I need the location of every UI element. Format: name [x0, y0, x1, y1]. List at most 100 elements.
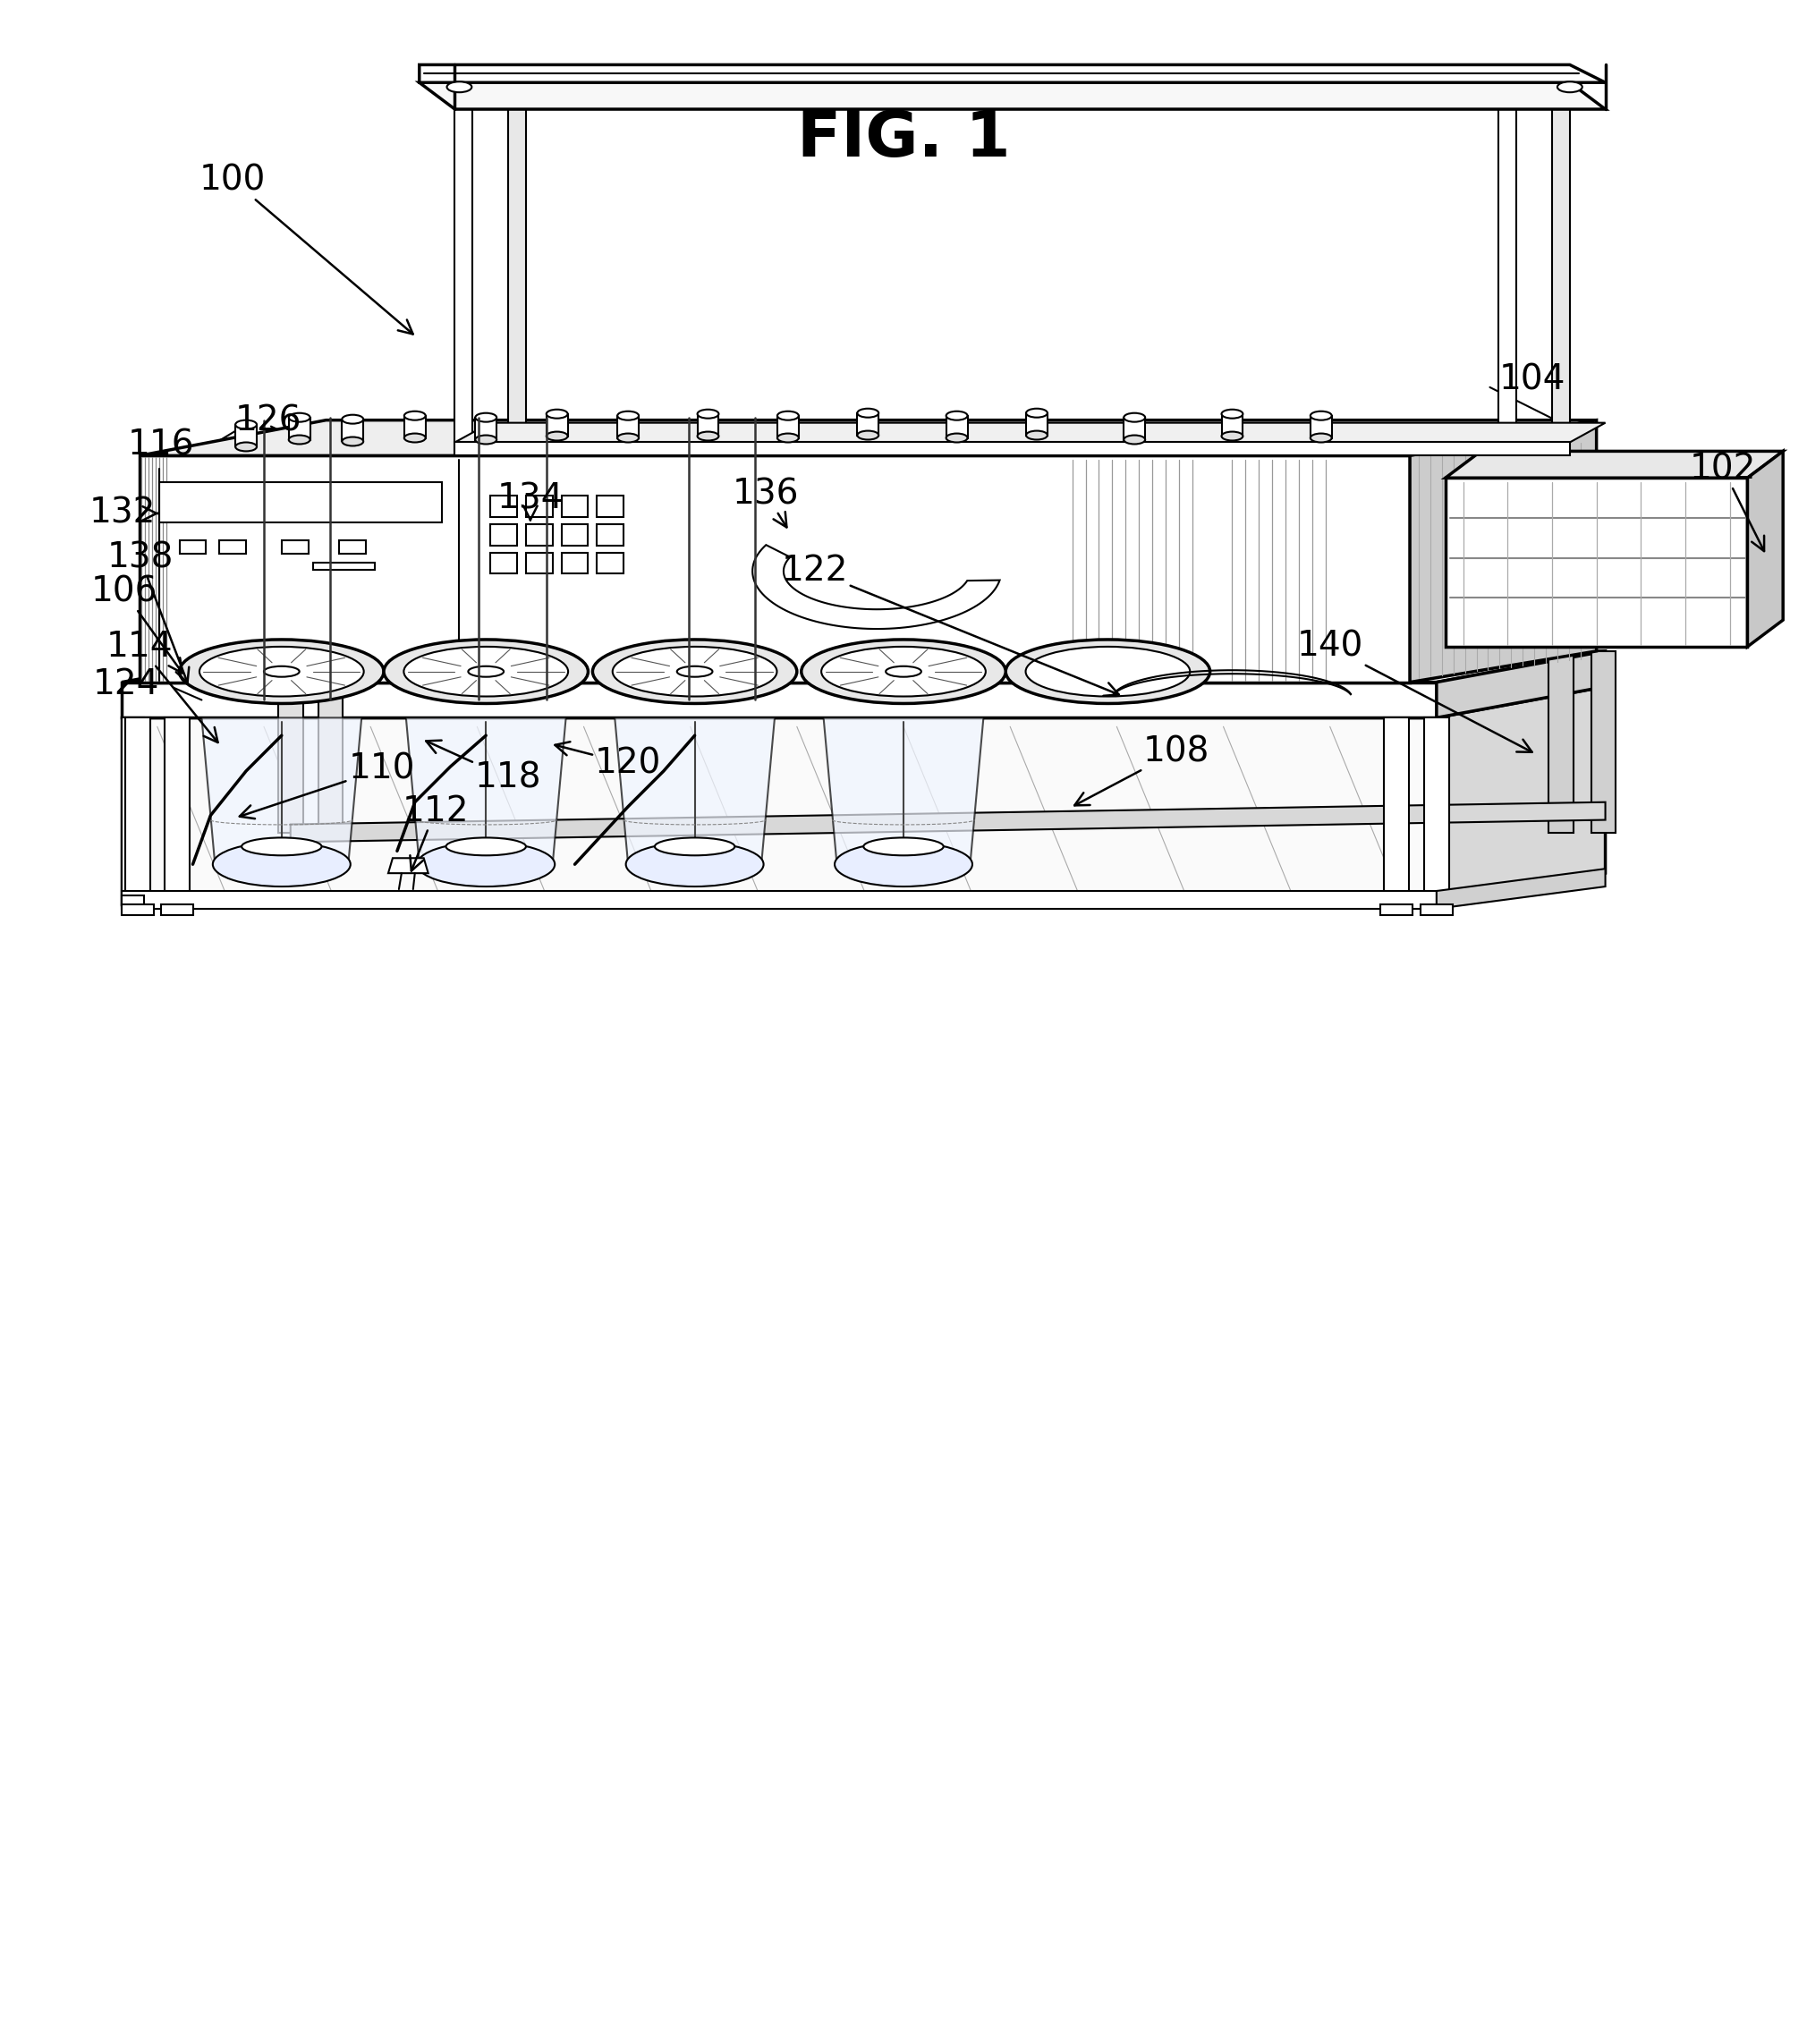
- Ellipse shape: [857, 409, 878, 417]
- Polygon shape: [777, 415, 799, 437]
- Polygon shape: [526, 552, 553, 574]
- Polygon shape: [202, 717, 361, 865]
- Ellipse shape: [405, 433, 425, 442]
- Ellipse shape: [618, 433, 638, 442]
- Polygon shape: [121, 683, 1437, 717]
- Ellipse shape: [264, 666, 300, 677]
- Ellipse shape: [213, 842, 351, 887]
- Ellipse shape: [1026, 646, 1191, 697]
- Text: 140: 140: [1297, 630, 1532, 752]
- Polygon shape: [596, 552, 623, 574]
- Polygon shape: [475, 417, 497, 439]
- Polygon shape: [1446, 478, 1747, 646]
- Ellipse shape: [801, 640, 1006, 703]
- Polygon shape: [318, 652, 343, 834]
- Polygon shape: [508, 108, 526, 452]
- Ellipse shape: [475, 435, 497, 444]
- Ellipse shape: [678, 666, 712, 677]
- Ellipse shape: [618, 411, 638, 421]
- Polygon shape: [1437, 869, 1605, 910]
- Polygon shape: [1381, 903, 1413, 916]
- Ellipse shape: [613, 646, 777, 697]
- Polygon shape: [455, 108, 473, 452]
- Polygon shape: [179, 540, 206, 554]
- Ellipse shape: [777, 411, 799, 421]
- Ellipse shape: [698, 409, 719, 419]
- Ellipse shape: [1026, 409, 1048, 417]
- Text: 112: 112: [401, 793, 468, 871]
- Polygon shape: [490, 552, 517, 574]
- Polygon shape: [455, 423, 1605, 442]
- Polygon shape: [1592, 652, 1615, 834]
- Polygon shape: [219, 540, 246, 554]
- Text: 122: 122: [781, 554, 1119, 695]
- Text: 118: 118: [426, 740, 542, 795]
- Ellipse shape: [179, 640, 383, 703]
- Ellipse shape: [947, 411, 967, 421]
- Polygon shape: [546, 413, 567, 435]
- Ellipse shape: [242, 838, 322, 856]
- Ellipse shape: [405, 411, 425, 421]
- Polygon shape: [419, 82, 1605, 108]
- Text: 138: 138: [107, 542, 190, 683]
- Polygon shape: [562, 552, 587, 574]
- Polygon shape: [291, 801, 1605, 842]
- Polygon shape: [752, 546, 999, 630]
- Ellipse shape: [235, 442, 257, 452]
- Polygon shape: [596, 495, 623, 517]
- Ellipse shape: [822, 646, 985, 697]
- Polygon shape: [1124, 417, 1146, 439]
- Ellipse shape: [1222, 409, 1243, 419]
- Ellipse shape: [468, 666, 504, 677]
- Ellipse shape: [864, 838, 943, 856]
- Polygon shape: [1549, 652, 1574, 834]
- Ellipse shape: [446, 838, 526, 856]
- Polygon shape: [698, 413, 719, 435]
- Polygon shape: [1310, 415, 1332, 437]
- Polygon shape: [455, 442, 1570, 456]
- Polygon shape: [1446, 452, 1784, 478]
- Text: 110: 110: [240, 752, 416, 820]
- Text: 104: 104: [1498, 364, 1565, 397]
- Polygon shape: [121, 903, 154, 916]
- Ellipse shape: [199, 646, 363, 697]
- Polygon shape: [278, 652, 304, 834]
- Ellipse shape: [777, 433, 799, 442]
- Polygon shape: [121, 895, 145, 910]
- Polygon shape: [1384, 717, 1409, 910]
- Polygon shape: [1437, 652, 1605, 717]
- Ellipse shape: [235, 421, 257, 429]
- Text: FIG. 1: FIG. 1: [797, 108, 1010, 170]
- Ellipse shape: [403, 646, 567, 697]
- Polygon shape: [947, 415, 967, 437]
- Polygon shape: [313, 562, 374, 570]
- Text: 100: 100: [199, 164, 414, 333]
- Polygon shape: [121, 717, 1437, 903]
- Polygon shape: [526, 495, 553, 517]
- Text: 120: 120: [555, 742, 661, 781]
- Ellipse shape: [1124, 435, 1146, 444]
- Polygon shape: [562, 523, 587, 546]
- Ellipse shape: [654, 838, 735, 856]
- Polygon shape: [1420, 903, 1453, 916]
- Polygon shape: [419, 65, 1605, 82]
- Polygon shape: [1424, 717, 1449, 910]
- Polygon shape: [1437, 687, 1605, 903]
- Polygon shape: [618, 415, 638, 437]
- Text: 116: 116: [128, 427, 195, 462]
- Polygon shape: [121, 652, 1605, 683]
- Polygon shape: [389, 858, 428, 873]
- Polygon shape: [1498, 108, 1516, 442]
- Ellipse shape: [289, 413, 311, 421]
- Text: 102: 102: [1690, 452, 1764, 552]
- Polygon shape: [824, 717, 983, 865]
- Text: 114: 114: [107, 630, 219, 742]
- Ellipse shape: [1124, 413, 1146, 421]
- Polygon shape: [562, 495, 587, 517]
- Text: 136: 136: [732, 476, 799, 527]
- Ellipse shape: [475, 413, 497, 421]
- Polygon shape: [1222, 413, 1243, 435]
- Text: 106: 106: [90, 574, 183, 672]
- Ellipse shape: [1222, 431, 1243, 442]
- Ellipse shape: [289, 435, 311, 444]
